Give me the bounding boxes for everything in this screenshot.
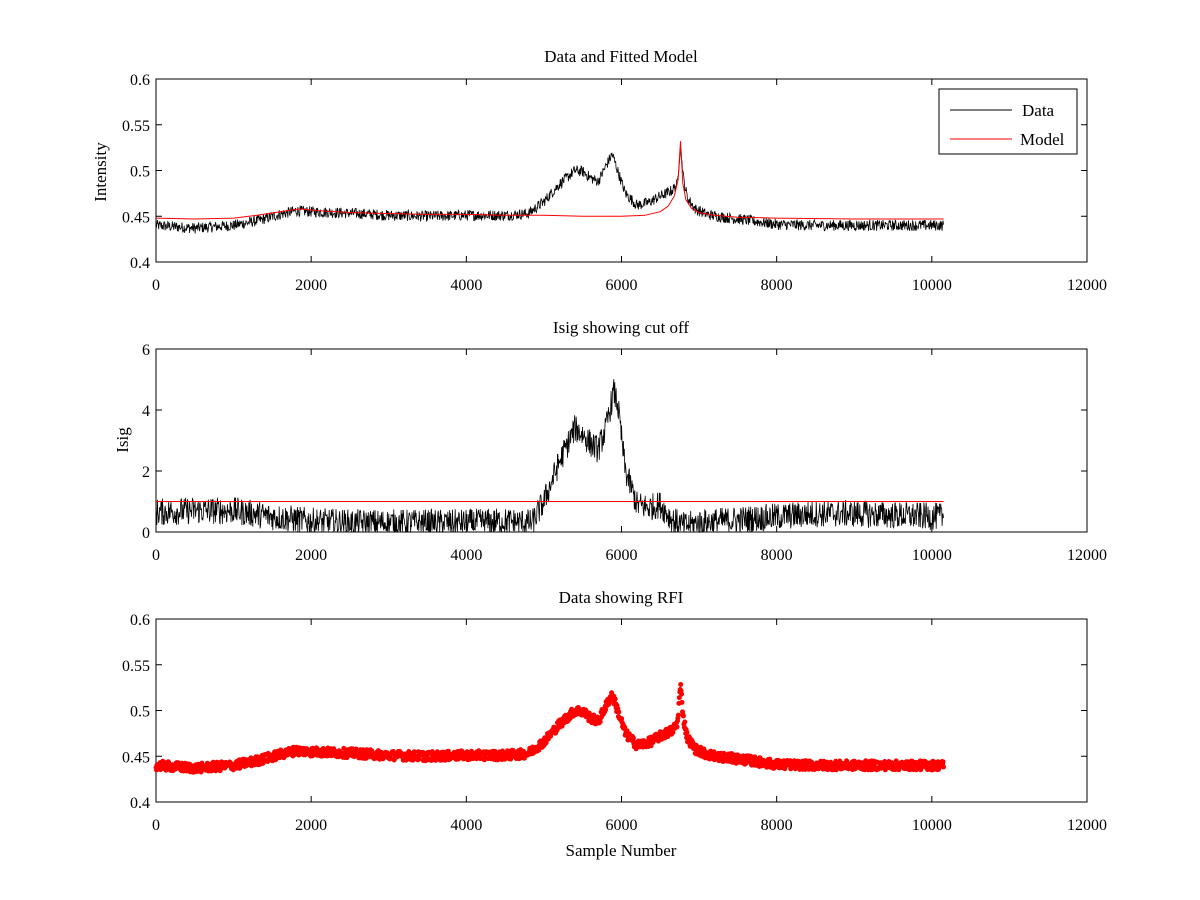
x-tick-label: 4000 bbox=[450, 547, 482, 564]
x-tick-label: 0 bbox=[152, 277, 160, 294]
x-tick-label: 8000 bbox=[761, 817, 793, 834]
y-tick-label: 0.4 bbox=[130, 795, 150, 812]
x-tick-label: 6000 bbox=[606, 277, 638, 294]
chart-title: Isig showing cut off bbox=[553, 318, 689, 337]
y-tick-label: 0.5 bbox=[130, 704, 150, 721]
x-tick-label: 6000 bbox=[606, 547, 638, 564]
y-axis-label: Intensity bbox=[91, 142, 110, 202]
x-tick-label: 4000 bbox=[450, 277, 482, 294]
y-tick-label: 0.6 bbox=[130, 72, 150, 89]
x-tick-label: 2000 bbox=[295, 817, 327, 834]
series-isig bbox=[155, 379, 944, 534]
y-tick-label: 0.55 bbox=[122, 118, 150, 135]
x-tick-label: 2000 bbox=[295, 277, 327, 294]
legend-label-model: Model bbox=[1020, 130, 1065, 149]
chart-panel-isig-showing-cut-off: Isig showing cut off Isig 0 2000 4000 6000 8… bbox=[113, 318, 1107, 564]
chart-title: Data and Fitted Model bbox=[544, 47, 698, 66]
x-tick-label: 8000 bbox=[761, 277, 793, 294]
y-tick-label: 4 bbox=[142, 403, 150, 420]
x-tick-label: 6000 bbox=[606, 817, 638, 834]
y-tick-label: 2 bbox=[142, 464, 150, 481]
legend: Data Model bbox=[938, 88, 1078, 155]
series-data bbox=[155, 147, 944, 234]
chart-panel-data-showing-rfi: Data showing RFI Sample Number 0 2000 4000… bbox=[122, 588, 1107, 860]
y-tick-label: 0.4 bbox=[130, 255, 150, 272]
y-axis-label: Isig bbox=[113, 427, 132, 453]
y-tick-label: 0.45 bbox=[122, 209, 150, 226]
x-tick-label: 12000 bbox=[1067, 817, 1107, 834]
x-tick-label: 4000 bbox=[450, 817, 482, 834]
x-tick-label: 10000 bbox=[912, 817, 952, 834]
chart-panel-data-and-fitted-model: Data and Fitted Model Intensity 0 2000 400… bbox=[91, 47, 1107, 294]
legend-label-data: Data bbox=[1022, 101, 1055, 120]
x-tick-label: 10000 bbox=[912, 547, 952, 564]
x-tick-label: 12000 bbox=[1067, 277, 1107, 294]
series-rfi-markers bbox=[153, 682, 947, 775]
x-tick-label: 12000 bbox=[1067, 547, 1107, 564]
y-tick-label: 6 bbox=[142, 342, 150, 359]
x-tick-label: 8000 bbox=[761, 547, 793, 564]
x-tick-label: 0 bbox=[152, 817, 160, 834]
legend-box bbox=[938, 88, 1078, 155]
y-tick-label: 0 bbox=[142, 525, 150, 542]
y-tick-label: 0.45 bbox=[122, 749, 150, 766]
y-tick-label: 0.6 bbox=[130, 612, 150, 629]
y-tick-label: 0.5 bbox=[130, 164, 150, 181]
y-tick-label: 0.55 bbox=[122, 658, 150, 675]
series-model bbox=[155, 141, 944, 220]
chart-title: Data showing RFI bbox=[559, 588, 684, 607]
x-tick-label: 2000 bbox=[295, 547, 327, 564]
x-axis-label: Sample Number bbox=[566, 841, 677, 860]
x-tick-label: 10000 bbox=[912, 277, 952, 294]
x-tick-label: 0 bbox=[152, 547, 160, 564]
